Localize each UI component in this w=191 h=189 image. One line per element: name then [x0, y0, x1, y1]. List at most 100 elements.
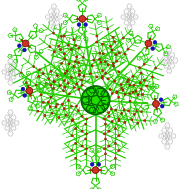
Circle shape	[118, 118, 120, 120]
Circle shape	[38, 75, 40, 77]
Circle shape	[112, 62, 114, 65]
Circle shape	[114, 142, 117, 144]
Circle shape	[113, 80, 116, 82]
Circle shape	[83, 75, 85, 77]
Circle shape	[114, 127, 117, 130]
Circle shape	[149, 38, 151, 40]
Circle shape	[143, 63, 145, 65]
Circle shape	[84, 138, 87, 140]
Circle shape	[85, 133, 88, 135]
Circle shape	[118, 135, 120, 137]
Circle shape	[81, 145, 83, 147]
Circle shape	[63, 108, 66, 110]
Circle shape	[50, 70, 52, 72]
Circle shape	[56, 74, 58, 77]
Circle shape	[155, 67, 157, 69]
Circle shape	[70, 48, 72, 50]
Circle shape	[63, 53, 65, 55]
Circle shape	[74, 142, 77, 144]
Circle shape	[73, 39, 75, 41]
Circle shape	[111, 49, 113, 51]
Circle shape	[89, 73, 91, 75]
Circle shape	[78, 73, 81, 75]
Circle shape	[53, 81, 56, 83]
Circle shape	[77, 18, 79, 20]
Circle shape	[131, 119, 133, 121]
Circle shape	[140, 88, 142, 90]
Circle shape	[124, 53, 126, 55]
Circle shape	[120, 83, 122, 86]
Circle shape	[121, 87, 123, 89]
Circle shape	[67, 99, 70, 101]
Circle shape	[73, 65, 75, 68]
Circle shape	[140, 72, 142, 74]
Circle shape	[101, 43, 104, 45]
Circle shape	[70, 105, 73, 108]
Circle shape	[64, 58, 66, 60]
Circle shape	[129, 84, 131, 86]
Circle shape	[47, 101, 49, 103]
Circle shape	[112, 36, 114, 38]
Circle shape	[151, 76, 154, 78]
Circle shape	[104, 123, 107, 125]
Circle shape	[133, 113, 136, 115]
Circle shape	[108, 145, 110, 147]
Circle shape	[42, 72, 45, 75]
Circle shape	[108, 112, 110, 114]
Circle shape	[124, 121, 126, 123]
Circle shape	[128, 93, 131, 95]
Circle shape	[51, 112, 53, 114]
Circle shape	[93, 59, 95, 61]
Circle shape	[17, 44, 21, 48]
Circle shape	[48, 77, 50, 80]
Circle shape	[117, 96, 120, 98]
Circle shape	[81, 130, 83, 132]
Circle shape	[92, 167, 99, 174]
Circle shape	[96, 35, 98, 37]
Circle shape	[77, 23, 81, 26]
Circle shape	[137, 122, 139, 124]
Circle shape	[79, 15, 86, 22]
Circle shape	[121, 112, 123, 115]
Circle shape	[102, 53, 104, 55]
Circle shape	[107, 64, 109, 66]
Circle shape	[137, 94, 139, 96]
Circle shape	[64, 86, 66, 88]
Circle shape	[61, 62, 63, 64]
Circle shape	[136, 109, 138, 112]
Circle shape	[55, 106, 57, 108]
Circle shape	[74, 157, 77, 159]
Circle shape	[111, 120, 113, 123]
Circle shape	[59, 84, 61, 87]
Circle shape	[118, 120, 120, 122]
Circle shape	[33, 66, 35, 68]
Circle shape	[111, 92, 113, 94]
Circle shape	[63, 35, 65, 37]
Circle shape	[107, 78, 109, 80]
Circle shape	[23, 48, 26, 52]
Circle shape	[68, 63, 70, 65]
Circle shape	[71, 120, 73, 122]
Circle shape	[146, 85, 148, 87]
Circle shape	[108, 115, 110, 118]
Circle shape	[80, 79, 83, 81]
Circle shape	[28, 46, 30, 47]
Circle shape	[132, 91, 134, 93]
Circle shape	[100, 61, 102, 63]
Circle shape	[67, 44, 70, 46]
Circle shape	[37, 110, 39, 112]
Circle shape	[116, 92, 118, 94]
Circle shape	[110, 108, 112, 110]
Circle shape	[78, 88, 80, 90]
Circle shape	[58, 45, 60, 47]
Circle shape	[153, 40, 157, 44]
Circle shape	[127, 48, 129, 50]
Circle shape	[62, 90, 65, 92]
Circle shape	[20, 72, 23, 74]
Circle shape	[60, 35, 62, 38]
Circle shape	[81, 86, 110, 114]
Circle shape	[133, 84, 135, 86]
Circle shape	[141, 93, 144, 96]
Circle shape	[30, 94, 32, 96]
Circle shape	[72, 118, 74, 121]
